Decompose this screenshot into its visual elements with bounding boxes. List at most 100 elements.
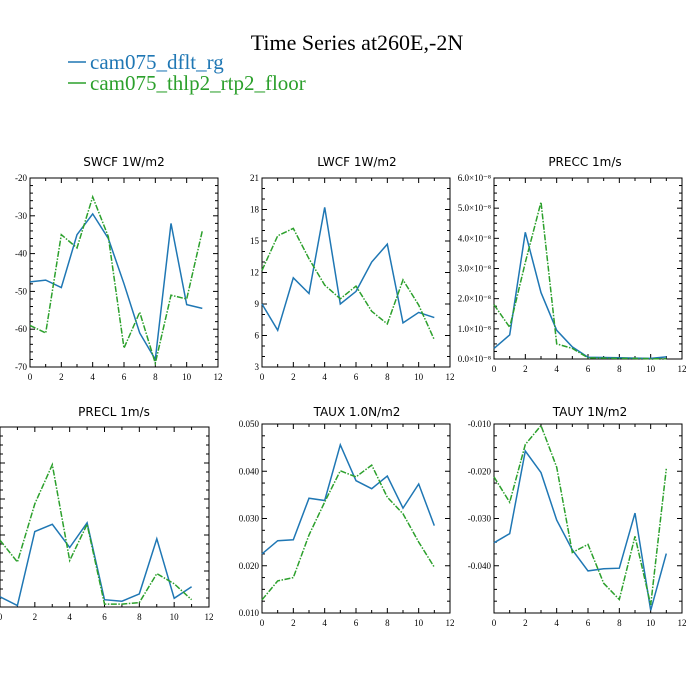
panel-title: PRECL 1m/s <box>78 405 150 419</box>
y-tick-label: 0.010 <box>239 608 260 618</box>
x-tick-label: 4 <box>322 372 327 382</box>
y-tick-label: -30 <box>15 211 27 221</box>
x-tick-label: 2 <box>291 618 296 628</box>
x-tick-label: 6 <box>102 612 107 622</box>
x-tick-label: 6 <box>354 618 359 628</box>
y-tick-label: -0.010 <box>468 419 492 429</box>
x-tick-label: 8 <box>385 372 390 382</box>
panel-precl: PRECL 1m/s 0 2 4 6 8 10 12 <box>0 405 214 622</box>
x-tick-label: 10 <box>414 618 424 628</box>
x-tick-label: 2 <box>523 364 528 374</box>
x-tick-label: 4 <box>322 618 327 628</box>
series-line-floor <box>493 424 668 606</box>
y-tick-label: -20 <box>15 173 27 183</box>
panel-tauy: TAUY 1N/m2 0 2 4 6 8 10 12 -0.040 -0.030 -0.020 -0… <box>468 405 687 628</box>
panel-title: LWCF 1W/m2 <box>317 155 396 169</box>
y-tick-label: 6.0×10⁻⁸ <box>458 173 491 183</box>
y-tick-label: 0.0×10⁻⁸ <box>458 354 491 364</box>
y-tick-label: 12 <box>250 268 259 278</box>
x-tick-label: 12 <box>446 372 455 382</box>
x-tick-label: 2 <box>59 372 64 382</box>
x-tick-label: 0 <box>28 372 33 382</box>
y-tick-label: 0.040 <box>239 466 260 476</box>
x-tick-label: 4 <box>554 618 559 628</box>
x-tick-label: 12 <box>678 618 687 628</box>
y-tick-label: 0.030 <box>239 514 260 524</box>
y-tick-label: -70 <box>15 362 27 372</box>
panel-precc: PRECC 1m/s 0 2 4 6 8 10 12 0.0×10⁻⁸ 1.0×10⁻⁸ 2.0×… <box>458 155 687 374</box>
x-tick-label: 0 <box>492 618 497 628</box>
y-tick-label: 6 <box>255 331 260 341</box>
plot-frame <box>29 177 219 368</box>
x-tick-label: 10 <box>414 372 424 382</box>
x-tick-label: 10 <box>182 372 192 382</box>
plot-frame <box>493 423 683 614</box>
x-tick-label: 8 <box>385 618 390 628</box>
x-tick-label: 12 <box>678 364 687 374</box>
y-tick-label: 5.0×10⁻⁸ <box>458 203 491 213</box>
x-tick-label: 4 <box>554 364 559 374</box>
y-tick-label: 3.0×10⁻⁸ <box>458 264 491 274</box>
plot-frame <box>493 177 683 360</box>
x-tick-label: 8 <box>137 612 142 622</box>
x-tick-label: 6 <box>122 372 127 382</box>
series-line-dflt <box>261 442 436 555</box>
x-tick-label: 10 <box>646 618 656 628</box>
panel-swcf: SWCF 1W/m2 0 2 4 6 8 10 12 -70 -60 -50 -40 -30 -20 <box>15 155 223 382</box>
x-tick-label: 0 <box>0 612 3 622</box>
series-line-floor <box>0 462 193 605</box>
legend-label-floor: cam075_thlp2_rtp2_floor <box>90 71 306 95</box>
series-line-floor <box>29 194 204 367</box>
panel-title: TAUX 1.0N/m2 <box>313 405 401 419</box>
y-tick-label: 9 <box>255 299 260 309</box>
x-tick-label: 0 <box>492 364 497 374</box>
series-line-dflt <box>493 232 667 360</box>
series-line-floor <box>493 201 667 360</box>
y-tick-label: 1.0×10⁻⁸ <box>458 324 491 334</box>
y-tick-label: -40 <box>15 249 27 259</box>
plot-frame <box>261 423 451 614</box>
legend: cam075_dflt_rg cam075_thlp2_rtp2_floor <box>68 50 306 95</box>
x-tick-label: 4 <box>90 372 95 382</box>
x-tick-label: 0 <box>260 618 265 628</box>
x-tick-label: 6 <box>354 372 359 382</box>
y-tick-label: 18 <box>250 205 260 215</box>
x-tick-label: 12 <box>214 372 223 382</box>
x-tick-label: 10 <box>646 364 656 374</box>
panel-title: PRECC 1m/s <box>548 155 621 169</box>
y-tick-label: -0.030 <box>468 514 492 524</box>
series-line-floor <box>261 463 435 601</box>
y-tick-label: 0.050 <box>239 419 260 429</box>
y-tick-label: 0.020 <box>239 561 260 571</box>
y-tick-label: -50 <box>15 286 27 296</box>
x-tick-label: 8 <box>617 618 622 628</box>
y-tick-label: 21 <box>250 173 259 183</box>
y-tick-label: 15 <box>250 236 260 246</box>
x-tick-label: 12 <box>446 618 455 628</box>
y-tick-label: -0.020 <box>468 466 492 476</box>
panel-title: TAUY 1N/m2 <box>552 405 628 419</box>
series-line-floor <box>261 227 435 341</box>
panel-lwcf: LWCF 1W/m2 0 2 4 6 8 10 12 3 6 9 12 15 18 21 <box>250 155 455 382</box>
y-tick-label: 4.0×10⁻⁸ <box>458 233 491 243</box>
x-tick-label: 6 <box>586 364 591 374</box>
x-tick-label: 6 <box>586 618 591 628</box>
y-tick-label: -0.040 <box>468 561 492 571</box>
series-line-dflt <box>261 207 435 333</box>
x-tick-label: 8 <box>153 372 158 382</box>
x-tick-label: 8 <box>617 364 622 374</box>
plot-frame <box>261 177 451 368</box>
figure-title: Time Series at260E,-2N <box>251 30 464 55</box>
x-tick-label: 2 <box>523 618 528 628</box>
x-tick-label: 12 <box>205 612 214 622</box>
y-tick-label: 2.0×10⁻⁸ <box>458 294 491 304</box>
x-tick-label: 0 <box>260 372 265 382</box>
series-line-dflt <box>29 212 203 362</box>
y-tick-label: 3 <box>255 362 260 372</box>
legend-label-dflt: cam075_dflt_rg <box>90 50 224 74</box>
panel-title: SWCF 1W/m2 <box>83 155 164 169</box>
series-line-dflt <box>493 449 668 611</box>
y-tick-label: -60 <box>15 324 27 334</box>
panel-taux: TAUX 1.0N/m2 0 2 4 6 8 10 12 0.010 0.020 0.030 0.0… <box>239 405 455 628</box>
